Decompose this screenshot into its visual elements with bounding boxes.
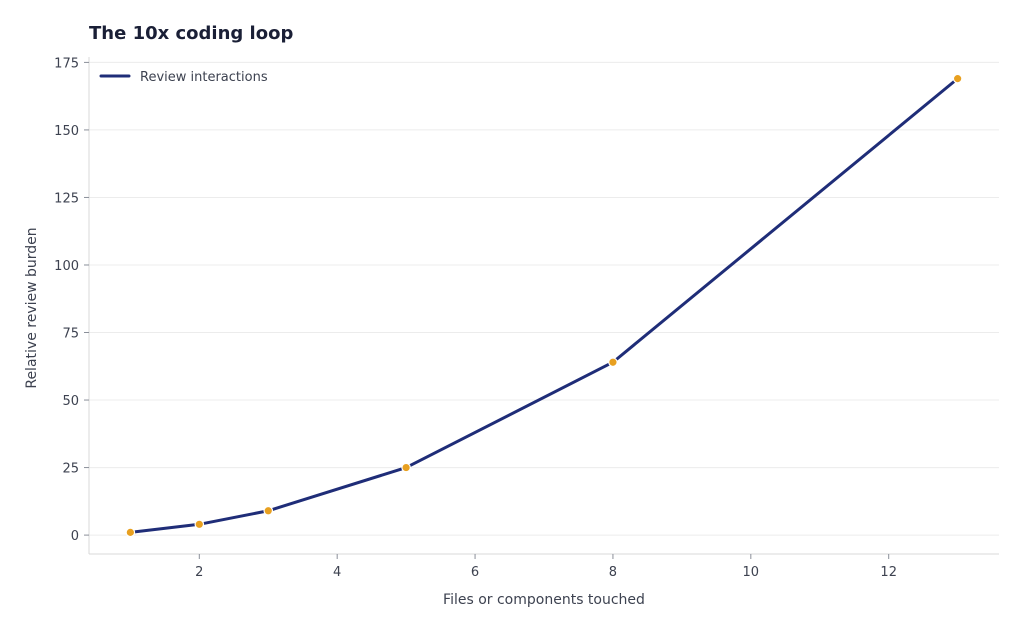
y-tick-label: 50 — [62, 394, 79, 409]
data-point — [401, 462, 411, 473]
y-axis-label: Relative review burden — [24, 227, 40, 388]
y-tick-label: 25 — [62, 462, 79, 477]
y-tick-label: 100 — [54, 259, 79, 274]
chart-title: The 10x coding loop — [89, 23, 293, 44]
x-tick-label: 12 — [880, 565, 897, 580]
data-point — [194, 519, 205, 530]
y-tick-label: 125 — [54, 191, 79, 206]
legend-label: Review interactions — [140, 70, 268, 85]
x-axis-label: Files or components touched — [443, 592, 645, 608]
legend: Review interactions — [99, 70, 268, 85]
x-tick-label: 2 — [195, 565, 203, 580]
data-point — [608, 357, 618, 368]
x-tick-label: 8 — [609, 565, 617, 580]
data-point — [952, 73, 963, 84]
series-group — [125, 73, 963, 538]
y-tick-label: 0 — [71, 529, 79, 544]
x-tick-label: 4 — [333, 565, 341, 580]
y-tick-label: 75 — [62, 327, 79, 342]
y-tick-label: 175 — [54, 56, 79, 71]
series-line-review-interactions — [128, 77, 960, 534]
data-point — [263, 505, 274, 516]
x-tick-label: 6 — [471, 565, 479, 580]
y-axis-ticks: 0 25 50 75 100 125 150 175 — [54, 56, 89, 544]
x-axis-ticks: 2 4 6 8 10 12 — [195, 554, 897, 580]
data-point — [125, 527, 136, 538]
x-tick-label: 10 — [743, 565, 760, 580]
gridlines — [89, 61, 999, 536]
axes-spines — [88, 57, 999, 555]
y-tick-label: 150 — [54, 124, 79, 139]
